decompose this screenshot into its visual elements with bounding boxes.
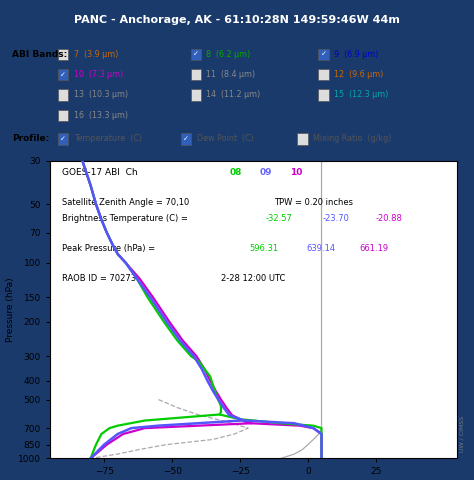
Text: Profile:: Profile: (12, 134, 49, 144)
Text: ✓: ✓ (320, 51, 326, 57)
Text: 14  (11.2 μm): 14 (11.2 μm) (206, 90, 261, 99)
Text: RAOB ID = 70273: RAOB ID = 70273 (62, 274, 136, 283)
Text: 08: 08 (229, 168, 242, 177)
Text: Satellite Zenith Angle = 70,10: Satellite Zenith Angle = 70,10 (62, 198, 189, 207)
Text: ✓: ✓ (60, 72, 66, 78)
Text: 16  (13.3 μm): 16 (13.3 μm) (74, 111, 128, 120)
Text: 11  (8.4 μm): 11 (8.4 μm) (206, 70, 255, 79)
Bar (319, 69, 328, 80)
Text: 7  (3.9 μm): 7 (3.9 μm) (74, 50, 118, 59)
Text: Peak Pressure (hPa) =: Peak Pressure (hPa) = (62, 244, 155, 253)
Bar (58, 109, 68, 121)
Text: GOES-17 ABI  Ch: GOES-17 ABI Ch (62, 168, 137, 177)
Text: ✓: ✓ (193, 51, 199, 57)
Text: ✓: ✓ (60, 136, 66, 142)
Text: 15  (12.3 μm): 15 (12.3 μm) (334, 90, 389, 99)
Bar (58, 69, 68, 80)
Text: 8  (6.2 μm): 8 (6.2 μm) (206, 50, 251, 59)
Text: Temperature  (C): Temperature (C) (74, 134, 142, 144)
Bar (191, 48, 201, 60)
Text: 10: 10 (290, 168, 303, 177)
Bar (181, 133, 191, 144)
Bar (58, 48, 68, 60)
Text: 12  (9.6 μm): 12 (9.6 μm) (334, 70, 383, 79)
Bar (191, 69, 201, 80)
Text: Mixing Ratio  (g/kg): Mixing Ratio (g/kg) (313, 134, 392, 144)
Bar (319, 89, 328, 101)
Text: 09: 09 (260, 168, 272, 177)
Text: UW / CIMSS: UW / CIMSS (459, 416, 465, 453)
Bar (58, 133, 68, 144)
Text: Brightness Temperature (C) =: Brightness Temperature (C) = (62, 215, 188, 223)
Text: 9  (6.9 μm): 9 (6.9 μm) (334, 50, 378, 59)
Text: ABI Bands:: ABI Bands: (12, 50, 67, 59)
Text: -23.70: -23.70 (323, 215, 350, 223)
Text: 10  (7.3 μm): 10 (7.3 μm) (74, 70, 123, 79)
Bar (319, 48, 328, 60)
Text: TPW = 0.20 inches: TPW = 0.20 inches (274, 198, 353, 207)
Text: 661.19: 661.19 (360, 244, 389, 253)
Text: ✓: ✓ (183, 136, 189, 142)
Text: Dew Point  (C): Dew Point (C) (197, 134, 254, 144)
Text: 639.14: 639.14 (307, 244, 336, 253)
Text: 13  (10.3 μm): 13 (10.3 μm) (74, 90, 128, 99)
Text: 2-28 12:00 UTC: 2-28 12:00 UTC (221, 274, 285, 283)
Text: 596.31: 596.31 (249, 244, 279, 253)
Text: -20.88: -20.88 (376, 215, 403, 223)
Y-axis label: Pressure (hPa): Pressure (hPa) (6, 277, 15, 342)
Bar (297, 133, 308, 144)
Bar (191, 89, 201, 101)
Text: PANC - Anchorage, AK - 61:10:28N 149:59:46W 44m: PANC - Anchorage, AK - 61:10:28N 149:59:… (74, 15, 400, 25)
Text: -32.57: -32.57 (266, 215, 292, 223)
Bar (58, 89, 68, 101)
